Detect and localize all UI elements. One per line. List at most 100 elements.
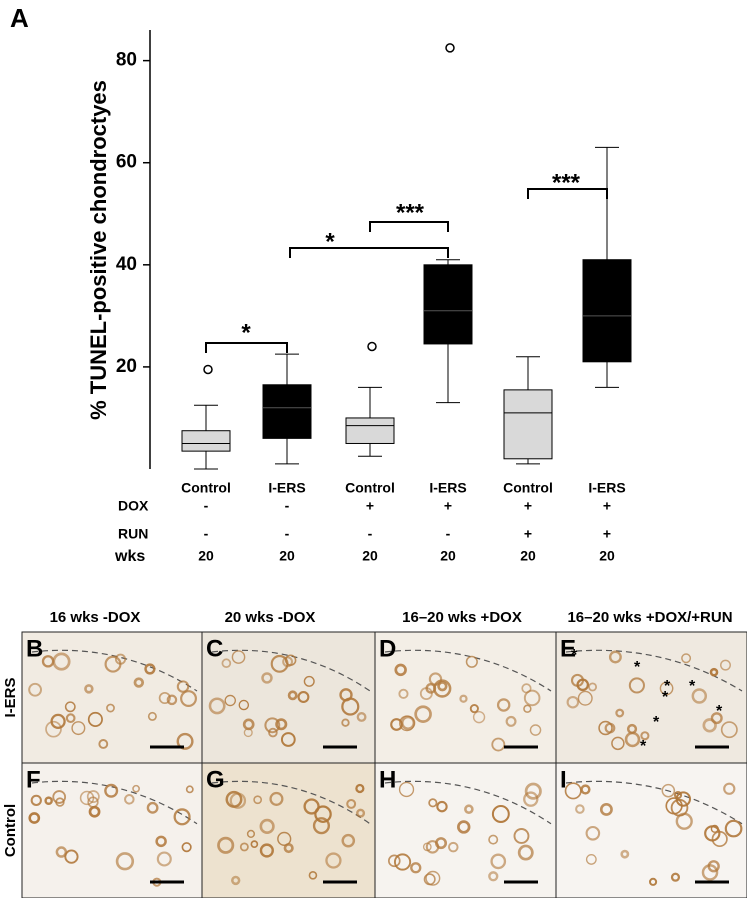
- cell: [523, 791, 539, 807]
- cell: [523, 704, 532, 713]
- cell: [701, 864, 719, 881]
- cell: [626, 723, 638, 735]
- cell: [284, 654, 297, 666]
- surface-line: [565, 780, 743, 825]
- cell: [106, 703, 115, 713]
- cell: [84, 684, 94, 694]
- cell: [355, 783, 365, 794]
- cell: [156, 851, 172, 867]
- significance-label: *: [325, 228, 335, 255]
- asterisk: *: [640, 738, 647, 755]
- x-tick-label: I-ERS: [268, 480, 305, 496]
- cell: [709, 667, 719, 677]
- cell: [239, 842, 249, 852]
- cell: [133, 677, 145, 688]
- column-header: 16 wks -DOX: [50, 609, 141, 626]
- cell: [71, 721, 86, 736]
- cell: [30, 794, 42, 807]
- condition-value: 20: [440, 548, 456, 564]
- cell: [231, 875, 241, 886]
- cell: [433, 679, 452, 698]
- cell: [124, 794, 135, 805]
- y-axis-title: % TUNEL-positive chondroctyes: [86, 80, 111, 420]
- cell: [410, 862, 422, 874]
- significance-label: ***: [552, 169, 581, 196]
- outlier: [367, 341, 377, 352]
- micrograph: [21, 762, 203, 899]
- cell: [180, 690, 197, 707]
- cell: [691, 688, 708, 704]
- x-tick-label: I-ERS: [588, 480, 625, 496]
- significance-label: *: [241, 319, 251, 346]
- cell: [398, 688, 409, 699]
- cell: [720, 721, 738, 739]
- cell: [280, 732, 296, 747]
- condition-value: -: [446, 526, 451, 542]
- cell: [44, 796, 53, 805]
- cell: [523, 689, 541, 707]
- cell: [505, 715, 517, 727]
- cell: [524, 782, 542, 800]
- micrograph: [201, 762, 376, 899]
- cell: [356, 712, 367, 722]
- surface-line: [31, 780, 198, 825]
- cell: [670, 872, 681, 882]
- panel-letter: C: [206, 635, 223, 662]
- cell: [388, 854, 401, 868]
- panel-label: A: [10, 3, 29, 33]
- cell: [146, 801, 159, 814]
- condition-label: RUN: [118, 526, 148, 542]
- x-tick-label: Control: [345, 480, 395, 496]
- cell: [341, 718, 350, 727]
- asterisk: *: [689, 678, 696, 695]
- panel-letter: E: [560, 635, 576, 662]
- cell: [702, 718, 717, 733]
- condition-value: 20: [520, 548, 536, 564]
- cell: [115, 852, 135, 871]
- condition-label: DOX: [118, 498, 149, 514]
- column-header: 16–20 wks +DOX: [402, 609, 522, 626]
- cell: [675, 812, 693, 830]
- cell: [79, 790, 95, 806]
- cell: [303, 798, 320, 815]
- asterisk: *: [662, 689, 669, 706]
- cell: [277, 831, 292, 846]
- condition-value: 20: [279, 548, 295, 564]
- row-label: Control: [2, 804, 19, 857]
- cell: [297, 691, 310, 703]
- cell: [659, 681, 674, 696]
- cell: [28, 682, 43, 697]
- micrograph: [21, 631, 203, 764]
- box: [345, 417, 395, 444]
- condition-value: 20: [362, 548, 378, 564]
- asterisk: *: [571, 647, 578, 664]
- outlier: [445, 43, 455, 53]
- box: [503, 389, 553, 460]
- cell: [393, 853, 412, 871]
- micrograph: [555, 631, 747, 764]
- panel-letter: I: [560, 766, 567, 793]
- condition-value: -: [204, 526, 209, 542]
- cell: [472, 710, 486, 724]
- cell: [52, 790, 67, 804]
- x-tick-label: Control: [503, 480, 553, 496]
- condition-value: -: [368, 526, 373, 542]
- condition-value: +: [366, 498, 374, 514]
- panel-letter: F: [26, 766, 41, 793]
- cell: [98, 739, 109, 749]
- cell: [303, 675, 315, 687]
- condition-value: 20: [198, 548, 214, 564]
- condition-value: +: [603, 526, 611, 542]
- cell: [346, 798, 357, 809]
- cell: [246, 829, 256, 838]
- cell: [648, 877, 658, 886]
- cell: [356, 808, 366, 818]
- cell: [308, 871, 318, 880]
- cell: [469, 704, 479, 714]
- condition-value: 20: [599, 548, 615, 564]
- cell: [45, 720, 62, 738]
- cell: [720, 659, 731, 671]
- cell: [28, 812, 41, 824]
- cell: [724, 819, 743, 838]
- box: [181, 430, 231, 452]
